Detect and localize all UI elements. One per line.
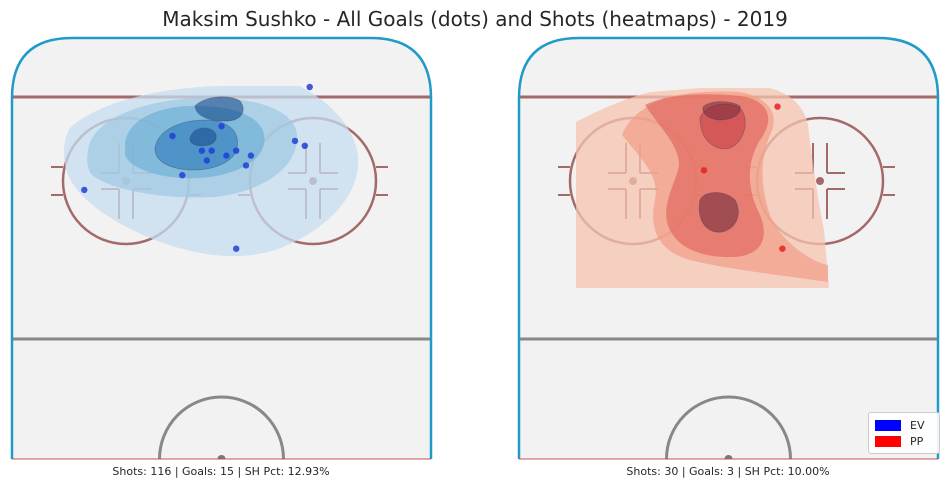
- legend-entry-ev: EV: [875, 418, 924, 432]
- chart-title: Maksim Sushko - All Goals (dots) and Sho…: [162, 7, 788, 31]
- goal-dot: [81, 186, 88, 194]
- rink-boards: [517, 36, 940, 459]
- center-dot: [724, 455, 733, 459]
- rink-boards: [10, 36, 433, 459]
- faceoff-dot: [816, 177, 824, 185]
- goal-dot: [774, 103, 781, 110]
- center-circle: [158, 395, 285, 459]
- legend: EV PP: [868, 412, 940, 454]
- legend-swatch-ev: [875, 419, 901, 431]
- goal-dot: [208, 147, 215, 154]
- rink-panel-ev: [10, 36, 433, 460]
- heatmap-contour: [698, 192, 739, 233]
- goal-dot: [247, 152, 255, 159]
- legend-swatch-pp: [875, 435, 901, 447]
- heatmap-contour: [189, 127, 217, 147]
- center-dot: [217, 455, 226, 459]
- ev-stats-caption: Shots: 116 | Goals: 15 | SH Pct: 12.93%: [112, 465, 330, 478]
- goal-dot: [242, 162, 250, 169]
- heatmap-contour: [194, 96, 244, 122]
- rink-panel-pp: [517, 36, 940, 460]
- goal-dot: [223, 152, 230, 159]
- goal-dot: [169, 132, 176, 140]
- legend-entry-pp: PP: [875, 434, 923, 448]
- center-circle: [665, 395, 792, 459]
- goal-dot: [179, 172, 186, 179]
- legend-label-ev: EV: [910, 418, 925, 432]
- goal-dot: [203, 157, 210, 164]
- goal-dot: [306, 83, 313, 91]
- goal-dot: [779, 245, 786, 252]
- goal-dot: [233, 245, 240, 252]
- goal-dot: [198, 147, 206, 154]
- goal-dot: [233, 147, 240, 154]
- goal-dot: [291, 137, 299, 145]
- heatmap-contour: [702, 101, 741, 121]
- goal-dot: [218, 123, 225, 130]
- goal-dot: [301, 142, 308, 149]
- legend-label-pp: PP: [910, 434, 924, 448]
- pp-stats-caption: Shots: 30 | Goals: 3 | SH Pct: 10.00%: [626, 465, 830, 478]
- goal-dot: [700, 167, 708, 174]
